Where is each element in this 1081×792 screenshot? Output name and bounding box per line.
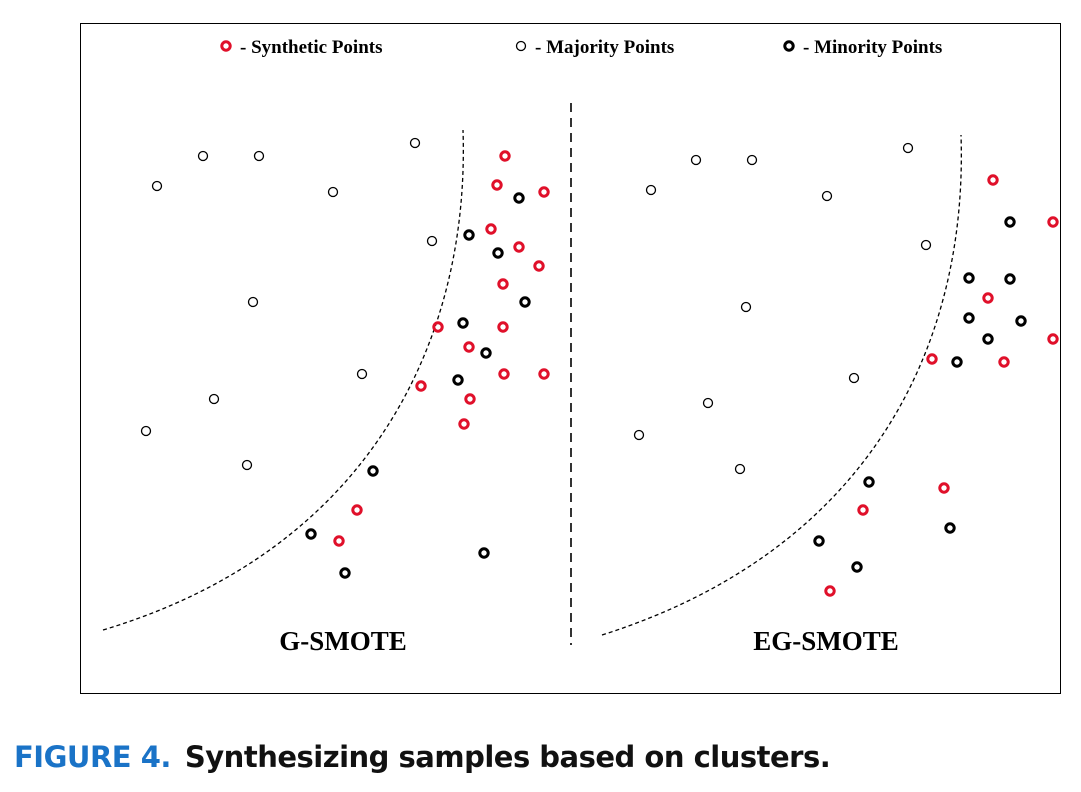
synthetic-point xyxy=(464,393,476,405)
minority-point xyxy=(492,247,504,259)
synthetic-point xyxy=(499,150,511,162)
boundary-curve-left xyxy=(102,129,464,631)
majority-point xyxy=(327,186,339,198)
minority-point xyxy=(480,347,492,359)
synthetic-point xyxy=(491,179,503,191)
minority-point xyxy=(457,317,469,329)
synthetic-point xyxy=(857,504,869,516)
figure-caption: FIGURE 4. Synthesizing samples based on c… xyxy=(14,740,831,774)
majority-point xyxy=(690,154,702,166)
synthetic-point xyxy=(926,353,938,365)
legend-majority-label: - Majority Points xyxy=(535,37,674,58)
majority-point xyxy=(645,184,657,196)
synthetic-point xyxy=(1047,216,1059,228)
minority-point xyxy=(1015,315,1027,327)
minority-point xyxy=(951,356,963,368)
synthetic-point xyxy=(432,321,444,333)
majority-point xyxy=(140,425,152,437)
minority-point xyxy=(982,333,994,345)
caption-text: Synthesizing samples based on clusters. xyxy=(184,740,831,774)
minority-point xyxy=(851,561,863,573)
minority-point xyxy=(813,535,825,547)
synthetic-point xyxy=(351,504,363,516)
minority-point xyxy=(963,312,975,324)
minority-point xyxy=(478,547,490,559)
synthetic-point xyxy=(1047,333,1059,345)
majority-point xyxy=(409,137,421,149)
majority-point xyxy=(848,372,860,384)
majority-point xyxy=(920,239,932,251)
synthetic-point xyxy=(333,535,345,547)
majority-point xyxy=(426,235,438,247)
synthetic-point xyxy=(533,260,545,272)
synthetic-point xyxy=(824,585,836,597)
panel-label-eg-smote: EG-SMOTE xyxy=(753,626,899,656)
synthetic-point xyxy=(938,482,950,494)
minority-point xyxy=(463,229,475,241)
synthetic-point xyxy=(538,186,550,198)
minority-point xyxy=(305,528,317,540)
figure-frame xyxy=(80,23,1061,694)
majority-point xyxy=(197,150,209,162)
legend-minority-label: - Minority Points xyxy=(803,37,942,58)
synthetic-point xyxy=(463,341,475,353)
majority-point xyxy=(740,301,752,313)
majority-point xyxy=(902,142,914,154)
minority-point xyxy=(963,272,975,284)
minority-point xyxy=(513,192,525,204)
legend-synthetic-label: - Synthetic Points xyxy=(240,37,383,58)
synthetic-point xyxy=(538,368,550,380)
legend-marker-synthetic xyxy=(220,40,232,52)
majority-point xyxy=(702,397,714,409)
majority-point xyxy=(247,296,259,308)
majority-point xyxy=(151,180,163,192)
minority-point xyxy=(519,296,531,308)
majority-point xyxy=(208,393,220,405)
synthetic-point xyxy=(458,418,470,430)
synthetic-point xyxy=(497,321,509,333)
minority-point xyxy=(1004,216,1016,228)
synthetic-point xyxy=(982,292,994,304)
minority-point xyxy=(944,522,956,534)
synthetic-point xyxy=(497,278,509,290)
minority-point xyxy=(452,374,464,386)
boundary-curve-right xyxy=(601,134,962,636)
minority-point xyxy=(863,476,875,488)
synthetic-point xyxy=(987,174,999,186)
majority-point xyxy=(253,150,265,162)
majority-point xyxy=(633,429,645,441)
points-right-panel xyxy=(633,142,1059,597)
synthetic-point xyxy=(513,241,525,253)
caption-label: FIGURE 4. xyxy=(14,740,171,774)
majority-point xyxy=(241,459,253,471)
majority-point xyxy=(356,368,368,380)
points-left-panel xyxy=(140,137,550,579)
panel-label-g-smote: G-SMOTE xyxy=(279,626,407,656)
minority-point xyxy=(339,567,351,579)
majority-point xyxy=(746,154,758,166)
majority-point xyxy=(821,190,833,202)
legend-marker-minority xyxy=(783,40,795,52)
synthetic-point xyxy=(498,368,510,380)
synthetic-point xyxy=(485,223,497,235)
synthetic-point xyxy=(998,356,1010,368)
minority-point xyxy=(1004,273,1016,285)
legend: - Synthetic Points - Majority Points - M… xyxy=(220,37,942,58)
majority-point xyxy=(734,463,746,475)
minority-point xyxy=(367,465,379,477)
synthetic-point xyxy=(415,380,427,392)
legend-marker-majority xyxy=(515,40,527,52)
